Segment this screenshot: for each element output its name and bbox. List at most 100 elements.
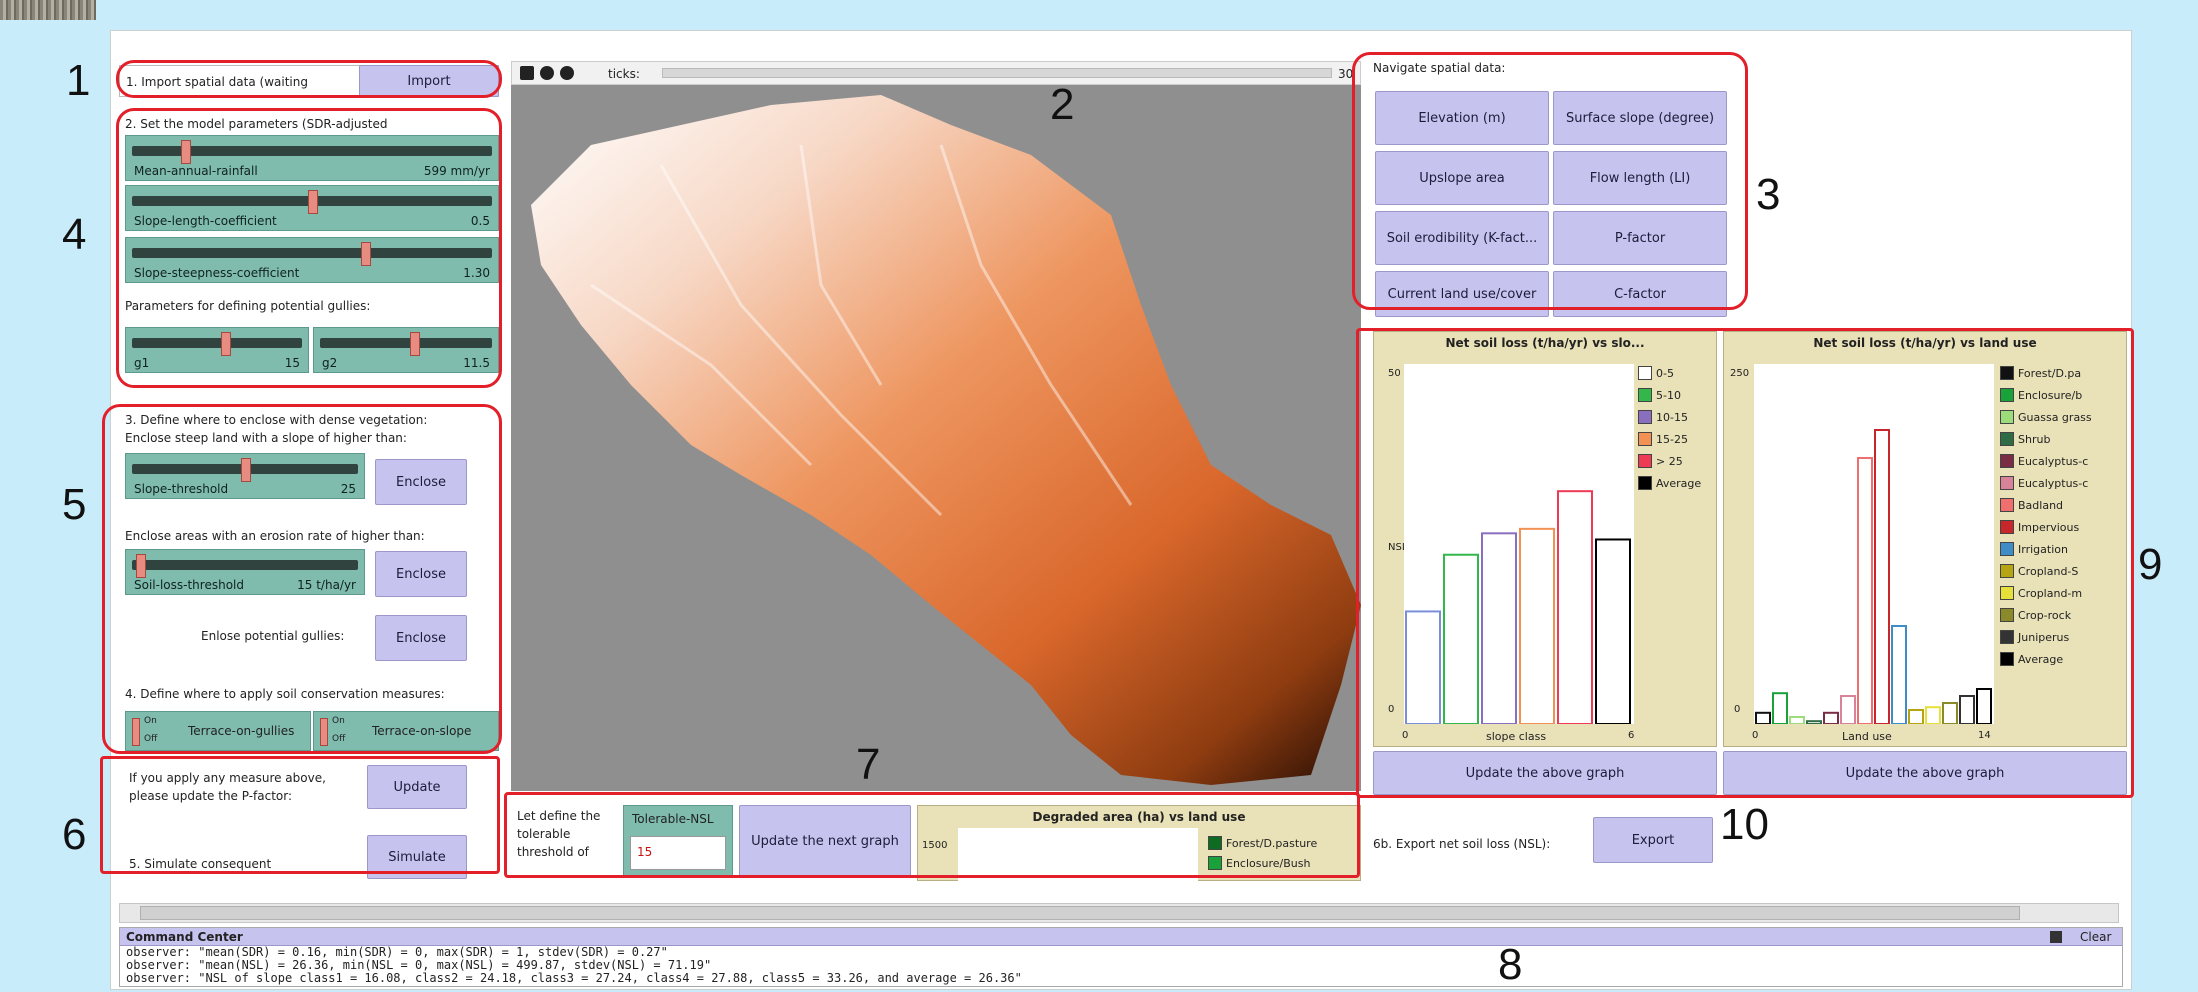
conservation-label: 4. Define where to apply soil conservati… <box>125 687 445 701</box>
slider-knob[interactable] <box>221 332 232 356</box>
legend-item: Cropland-m <box>2000 586 2082 600</box>
elevation-map <box>531 95 1361 785</box>
slider-value: 15 <box>284 356 300 370</box>
map-view[interactable] <box>511 85 1361 791</box>
export-button[interactable]: Export <box>1593 817 1713 863</box>
slider-knob[interactable] <box>360 242 371 266</box>
callout-box-4 <box>116 108 502 388</box>
legend-item: 0-5 <box>1638 366 1674 380</box>
command-line: observer: "NSL of slope class1 = 16.08, … <box>126 971 1022 985</box>
speed-icon[interactable] <box>540 66 554 80</box>
slider-knob[interactable] <box>181 140 192 164</box>
update-slope-graph-button[interactable]: Update the above graph <box>1373 751 1717 795</box>
enclose-gullies-button[interactable]: Enclose <box>375 615 467 661</box>
slider-slope-length-coefficient[interactable]: Slope-length-coefficient 0.5 <box>125 185 499 231</box>
update-landuse-graph-button[interactable]: Update the above graph <box>1723 751 2127 795</box>
enclose-section-label: 3. Define where to enclose with dense ve… <box>125 413 428 427</box>
plot-title: Degraded area (ha) vs land use <box>1032 810 1246 824</box>
callout-number-7: 7 <box>856 740 881 789</box>
callout-box-5 <box>102 404 502 754</box>
tolerable-text: Let define the tolerable threshold of <box>517 809 601 859</box>
bar <box>1942 702 1958 724</box>
callout-box-6 <box>100 756 500 874</box>
surface-slope-button[interactable]: Surface slope (degree) <box>1553 91 1727 145</box>
tolerable-nsl-input[interactable]: 15 <box>630 836 726 870</box>
steep-land-label: Enclose steep land with a slope of highe… <box>125 431 407 445</box>
y-min-label: 0 <box>1388 704 1395 715</box>
slider-g1[interactable]: g1 15 <box>125 327 309 373</box>
plot-title: Net soil loss (t/ha/yr) vs slo... <box>1445 336 1645 350</box>
callout-box-9 <box>1356 328 2134 798</box>
slider-knob[interactable] <box>410 332 421 356</box>
params-label: 2. Set the model parameters (SDR-adjuste… <box>125 117 388 131</box>
legend-item: Irrigation <box>2000 542 2068 556</box>
zoom-value: 30 <box>1338 67 1354 81</box>
switch-on-label: On <box>144 716 157 726</box>
switch-label: Terrace-on-slope <box>372 724 472 738</box>
navigate-label: Navigate spatial data: <box>1373 61 1506 75</box>
slider-slope-steepness-coefficient[interactable]: Slope-steepness-coefficient 1.30 <box>125 237 499 283</box>
slider-knob[interactable] <box>136 554 147 578</box>
slider-value: 0.5 <box>470 214 490 228</box>
horizontal-scrollbar[interactable] <box>119 903 2119 923</box>
gully-params-label: Parameters for defining potential gullie… <box>125 299 371 313</box>
pause-icon[interactable] <box>560 66 574 80</box>
slider-soil-loss-threshold[interactable]: Soil-loss-threshold 15 t/ha/yr <box>125 549 365 595</box>
legend-item: Juniperus <box>2000 630 2069 644</box>
expand-icon[interactable] <box>2050 931 2062 943</box>
x-max-label: 6 <box>1628 730 1635 741</box>
switch-off-label: Off <box>144 734 158 744</box>
command-line: observer: "mean(NSL) = 26.36, min(NSL = … <box>126 958 712 972</box>
export-label: 6b. Export net soil loss (NSL): <box>1373 837 1551 851</box>
x-min-label: 0 <box>1402 730 1409 741</box>
command-center-title: Command Center <box>126 930 243 944</box>
soil-erodibility-button[interactable]: Soil erodibility (K-fact... <box>1375 211 1549 265</box>
enclose-steep-button[interactable]: Enclose <box>375 459 467 505</box>
legend-item: 10-15 <box>1638 410 1688 424</box>
update-next-graph-button[interactable]: Update the next graph <box>739 805 911 877</box>
update-pfactor-button[interactable]: Update <box>367 765 467 809</box>
view-toolbar: ticks: 30 <box>511 61 1361 85</box>
p-factor-button[interactable]: P-factor <box>1553 211 1727 265</box>
zoom-icon[interactable] <box>520 66 534 80</box>
slider-value: 11.5 <box>463 356 490 370</box>
enclose-erosion-button[interactable]: Enclose <box>375 551 467 597</box>
bar <box>1891 625 1907 724</box>
y-axis-label: NSL <box>1388 542 1408 553</box>
y-max-label: 250 <box>1730 368 1750 379</box>
terrace-on-gullies-switch[interactable]: On Off Terrace-on-gullies <box>125 711 311 751</box>
command-output: observer: "mean(SDR) = 0.16, min(SDR) = … <box>126 946 2116 986</box>
scrollbar-thumb[interactable] <box>140 906 2020 920</box>
y-min-label: 0 <box>1734 704 1741 715</box>
slider-value: 599 mm/yr <box>423 164 490 178</box>
legend: 0-5 5-10 10-15 15-25 > 25 Average <box>1638 366 1718 626</box>
callout-number-4: 4 <box>62 210 87 259</box>
elevation-button[interactable]: Elevation (m) <box>1375 91 1549 145</box>
terrace-on-slope-switch[interactable]: On Off Terrace-on-slope <box>313 711 499 751</box>
slider-knob[interactable] <box>241 458 251 482</box>
speed-bar[interactable] <box>662 68 1332 78</box>
legend-item: Forest/D.pa <box>2000 366 2081 380</box>
bar <box>1405 610 1441 724</box>
flow-length-button[interactable]: Flow length (LI) <box>1553 151 1727 205</box>
plot-area <box>1404 364 1634 724</box>
legend-item: Enclosure/Bush <box>1208 856 1310 870</box>
bar <box>1857 457 1873 724</box>
tolerable-nsl-input-box[interactable]: Tolerable-NSL 15 <box>623 805 733 877</box>
legend-item: Average <box>2000 652 2063 666</box>
bar <box>1595 538 1631 724</box>
clear-button[interactable]: Clear <box>2080 930 2112 944</box>
upslope-area-button[interactable]: Upslope area <box>1375 151 1549 205</box>
callout-number-1: 1 <box>66 56 91 105</box>
erosion-rate-label: Enclose areas with an erosion rate of hi… <box>125 529 425 543</box>
tolerable-nsl-value: 15 <box>637 845 653 859</box>
ticks-label: ticks: <box>608 67 640 81</box>
degraded-area-plot: Degraded area (ha) vs land use 1500 Fore… <box>917 805 1361 882</box>
slider-slope-threshold[interactable]: Slope-threshold 25 <box>125 453 365 499</box>
slider-g2[interactable]: g2 11.5 <box>313 327 499 373</box>
tolerable-nsl-label: Tolerable-NSL <box>632 812 714 826</box>
slider-label: g1 <box>134 356 150 370</box>
slider-mean-annual-rainfall[interactable]: Mean-annual-rainfall 599 mm/yr <box>125 135 499 181</box>
plot-title: Net soil loss (t/ha/yr) vs land use <box>1813 336 2037 350</box>
slider-knob[interactable] <box>308 190 318 214</box>
